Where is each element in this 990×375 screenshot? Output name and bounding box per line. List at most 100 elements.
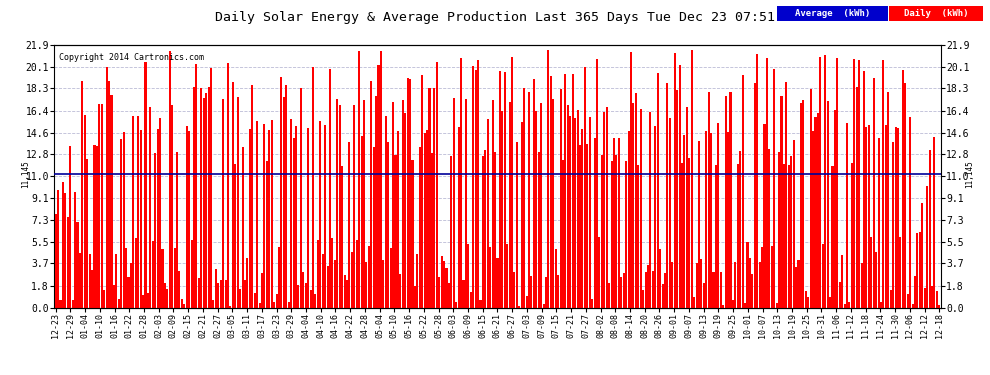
Bar: [59, 300, 61, 307]
Bar: [798, 260, 800, 308]
Bar: [399, 274, 401, 308]
Bar: [300, 88, 302, 308]
Bar: [608, 283, 610, 308]
Bar: [843, 304, 845, 307]
Bar: [283, 97, 285, 308]
Bar: [494, 152, 496, 308]
Bar: [638, 165, 640, 308]
Bar: [761, 247, 763, 308]
Bar: [334, 260, 336, 308]
Bar: [69, 146, 71, 308]
Bar: [358, 51, 360, 308]
Bar: [164, 283, 166, 308]
Bar: [251, 85, 253, 308]
Bar: [623, 273, 625, 308]
Bar: [225, 280, 227, 308]
Bar: [261, 273, 263, 308]
Bar: [676, 90, 678, 308]
Bar: [817, 113, 819, 308]
Bar: [562, 160, 564, 308]
Bar: [375, 96, 377, 308]
Bar: [895, 127, 897, 308]
Bar: [307, 129, 309, 308]
Bar: [149, 108, 151, 307]
Bar: [417, 254, 419, 308]
Bar: [815, 117, 817, 308]
Bar: [523, 88, 526, 308]
Bar: [756, 54, 758, 307]
Bar: [892, 142, 894, 308]
Bar: [348, 142, 350, 308]
Bar: [147, 293, 148, 308]
Bar: [865, 127, 867, 308]
Bar: [812, 131, 814, 308]
Bar: [594, 138, 596, 308]
Bar: [213, 300, 215, 307]
Bar: [586, 144, 588, 308]
Bar: [897, 128, 899, 308]
Bar: [666, 82, 668, 308]
Bar: [344, 275, 346, 308]
Bar: [824, 56, 827, 308]
Bar: [278, 247, 280, 308]
Bar: [240, 288, 242, 308]
Bar: [569, 116, 571, 308]
Bar: [409, 80, 411, 308]
Text: Daily Solar Energy & Average Production Last 365 Days Tue Dec 23 07:51: Daily Solar Energy & Average Production …: [215, 11, 775, 24]
Bar: [450, 156, 452, 308]
Bar: [181, 299, 183, 307]
Bar: [237, 97, 239, 308]
Bar: [195, 64, 197, 308]
Bar: [606, 107, 608, 308]
Bar: [519, 306, 521, 308]
Bar: [220, 280, 222, 308]
Bar: [380, 51, 382, 308]
Bar: [863, 71, 865, 308]
Bar: [492, 100, 494, 308]
Bar: [646, 266, 649, 308]
Bar: [919, 231, 921, 308]
Text: 11,145: 11,145: [965, 160, 974, 188]
Bar: [651, 271, 653, 308]
Bar: [54, 214, 56, 308]
Bar: [394, 155, 397, 308]
Bar: [882, 60, 884, 308]
Bar: [161, 249, 163, 308]
Bar: [509, 102, 511, 308]
Bar: [106, 67, 108, 308]
Bar: [297, 285, 299, 308]
Bar: [79, 253, 81, 308]
Bar: [339, 105, 341, 308]
Bar: [628, 131, 630, 308]
Bar: [924, 288, 926, 308]
Bar: [431, 153, 433, 308]
Bar: [521, 122, 523, 308]
Bar: [693, 297, 695, 307]
Bar: [268, 130, 270, 308]
Bar: [62, 182, 64, 308]
Bar: [501, 111, 503, 308]
Bar: [633, 103, 635, 308]
Bar: [465, 99, 467, 308]
Bar: [635, 93, 637, 308]
Bar: [691, 50, 693, 308]
Bar: [295, 126, 297, 308]
Bar: [669, 118, 671, 308]
Bar: [496, 258, 499, 308]
Bar: [547, 50, 549, 308]
Bar: [899, 237, 902, 308]
Bar: [81, 81, 83, 308]
Bar: [142, 295, 145, 307]
Bar: [853, 58, 855, 308]
Bar: [324, 124, 326, 308]
Bar: [138, 116, 140, 308]
Bar: [936, 291, 938, 308]
Bar: [531, 276, 533, 308]
Bar: [800, 103, 802, 308]
Bar: [315, 294, 317, 308]
Bar: [751, 274, 753, 308]
Bar: [208, 87, 210, 308]
Bar: [788, 165, 790, 308]
Bar: [870, 237, 872, 308]
Bar: [232, 82, 234, 308]
